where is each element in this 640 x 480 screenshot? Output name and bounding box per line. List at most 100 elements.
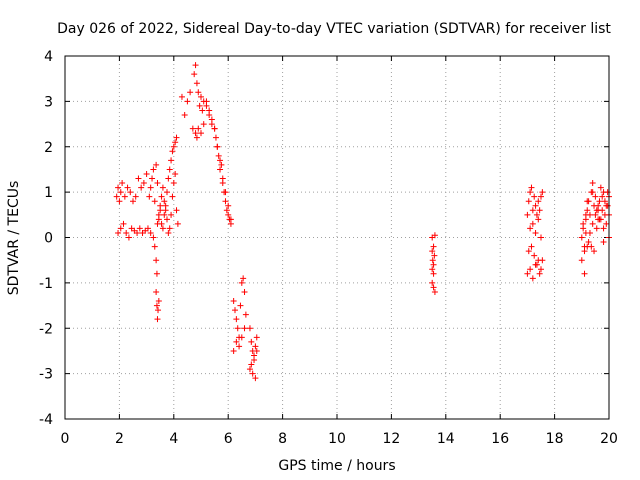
data-point bbox=[173, 134, 180, 141]
data-point bbox=[219, 175, 226, 182]
chart-title: Day 026 of 2022, Sidereal Day-to-day VTE… bbox=[57, 21, 611, 37]
data-point bbox=[539, 189, 546, 196]
data-point bbox=[596, 198, 603, 205]
data-point bbox=[600, 225, 607, 232]
data-point bbox=[430, 261, 437, 268]
data-point bbox=[193, 80, 200, 87]
data-point bbox=[217, 166, 224, 173]
data-point bbox=[165, 175, 172, 182]
data-point bbox=[136, 225, 143, 232]
data-point bbox=[198, 130, 204, 137]
data-point bbox=[189, 125, 196, 132]
data-point bbox=[533, 211, 540, 218]
data-point bbox=[429, 257, 436, 264]
data-point bbox=[603, 220, 610, 227]
data-point bbox=[248, 361, 255, 368]
data-point bbox=[158, 193, 165, 200]
data-point bbox=[155, 307, 162, 314]
data-point bbox=[249, 370, 256, 377]
data-point bbox=[120, 220, 127, 227]
data-point bbox=[218, 161, 225, 168]
data-point bbox=[240, 275, 247, 282]
data-point bbox=[533, 261, 540, 268]
data-point bbox=[155, 216, 162, 223]
data-point bbox=[154, 180, 161, 187]
data-point bbox=[584, 198, 591, 205]
data-point bbox=[125, 234, 132, 241]
data-point bbox=[193, 134, 200, 141]
x-tick-label: 16 bbox=[491, 431, 509, 447]
data-point bbox=[539, 257, 546, 264]
data-point bbox=[115, 229, 122, 236]
data-point bbox=[593, 225, 600, 232]
data-point bbox=[531, 252, 538, 259]
data-point bbox=[589, 189, 596, 196]
data-point bbox=[604, 202, 611, 209]
data-point bbox=[150, 234, 157, 241]
data-point bbox=[595, 207, 602, 214]
data-point bbox=[535, 216, 542, 223]
data-point bbox=[212, 134, 219, 141]
data-point bbox=[191, 71, 198, 78]
data-point bbox=[121, 193, 128, 200]
data-point bbox=[155, 298, 162, 305]
data-point bbox=[211, 125, 218, 132]
data-point bbox=[604, 189, 611, 196]
data-point bbox=[161, 211, 168, 218]
data-point bbox=[246, 325, 253, 332]
y-tick-label: -2 bbox=[39, 321, 53, 337]
data-point bbox=[173, 207, 180, 214]
data-point bbox=[117, 225, 124, 232]
data-point bbox=[143, 170, 150, 177]
data-point bbox=[217, 157, 224, 164]
data-point bbox=[430, 284, 437, 291]
data-point bbox=[430, 270, 437, 277]
data-point bbox=[149, 175, 156, 182]
x-axis-ticks: 0 2 4 6 8 10 12 14 16 18 20 bbox=[61, 56, 618, 447]
data-point bbox=[580, 220, 587, 227]
x-tick-label: 14 bbox=[437, 431, 455, 447]
x-tick-label: 0 bbox=[61, 431, 70, 447]
data-point bbox=[178, 93, 185, 100]
data-point bbox=[117, 189, 124, 196]
data-point bbox=[238, 279, 245, 286]
data-point bbox=[430, 243, 437, 250]
data-point bbox=[431, 232, 438, 239]
data-point bbox=[200, 121, 207, 128]
data-point bbox=[538, 234, 544, 241]
data-point bbox=[158, 220, 165, 227]
data-point bbox=[214, 143, 221, 150]
data-point bbox=[252, 375, 259, 382]
y-tick-label: 4 bbox=[44, 49, 53, 65]
data-point bbox=[582, 229, 589, 236]
data-point bbox=[252, 343, 259, 350]
y-tick-label: -4 bbox=[39, 412, 53, 428]
data-point bbox=[172, 139, 179, 146]
data-point bbox=[208, 116, 215, 123]
data-point bbox=[199, 107, 206, 114]
data-point bbox=[153, 257, 160, 264]
grid-lines bbox=[65, 56, 609, 419]
data-point bbox=[242, 311, 249, 318]
data-point bbox=[431, 288, 438, 295]
data-point bbox=[248, 338, 255, 345]
data-point bbox=[147, 184, 154, 191]
data-point bbox=[115, 184, 122, 191]
data-point bbox=[153, 302, 160, 309]
x-tick-label: 2 bbox=[115, 431, 124, 447]
data-point bbox=[225, 202, 232, 209]
y-tick-label: 1 bbox=[44, 185, 53, 201]
data-point bbox=[215, 152, 222, 159]
data-point bbox=[225, 211, 232, 218]
data-point bbox=[233, 316, 240, 323]
data-point bbox=[601, 211, 608, 218]
data-point bbox=[429, 248, 436, 255]
data-point bbox=[253, 334, 260, 341]
data-point bbox=[203, 98, 210, 105]
data-point bbox=[127, 189, 134, 196]
data-point bbox=[536, 270, 543, 277]
data-point bbox=[596, 216, 603, 223]
data-point bbox=[159, 184, 166, 191]
